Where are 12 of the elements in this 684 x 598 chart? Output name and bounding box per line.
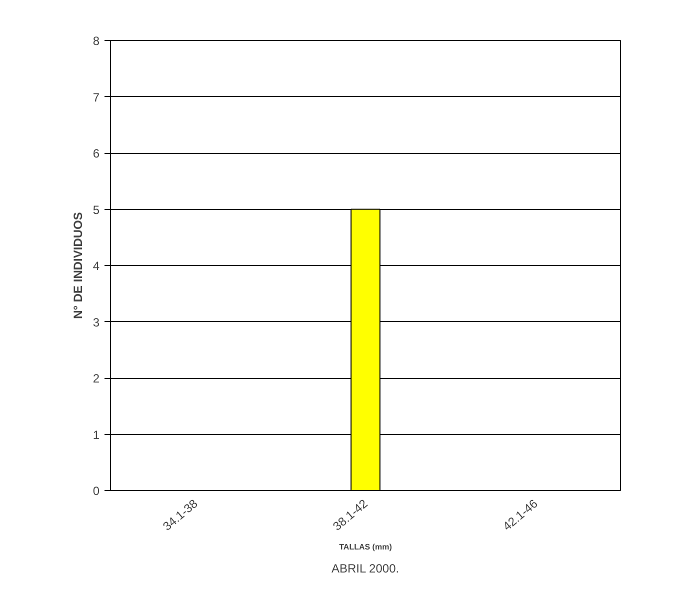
y-tick-label: 0 [92, 484, 100, 498]
y-tick-label: 2 [92, 372, 100, 386]
text: ABRIL 2000. [331, 562, 400, 576]
y-axis-title: N° DE INDIVIDUOS [70, 212, 85, 319]
x-axis-title: TALLAS (mm) [339, 542, 392, 552]
y-tick-label: 8 [92, 34, 100, 48]
y-tick-label: 4 [92, 259, 100, 273]
y-tick-label: 7 [92, 90, 100, 104]
y-tick-label: 5 [92, 202, 100, 217]
y-tick-label: 6 [92, 146, 100, 160]
y-tick-label: 1 [92, 428, 100, 442]
y-tick-label: 3 [92, 315, 100, 330]
